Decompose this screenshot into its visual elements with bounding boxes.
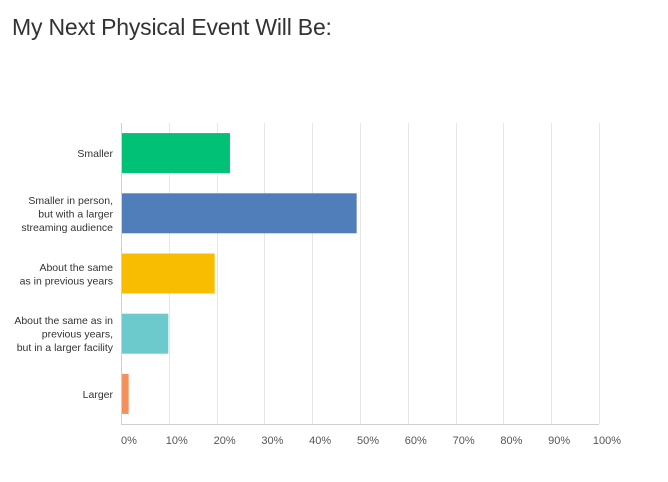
- category-labels: Smaller Smaller in person, but with a larg…: [14, 148, 113, 401]
- x-tick-label: 80%: [500, 435, 522, 447]
- bar: [122, 253, 215, 294]
- x-tick-label: 20%: [214, 435, 236, 447]
- bar: [122, 313, 169, 354]
- bar: [122, 133, 230, 174]
- chart-title: My Next Physical Event Will Be:: [12, 14, 332, 40]
- bar: [122, 193, 357, 234]
- x-tick-label: 100%: [593, 435, 621, 447]
- x-tick-label: 90%: [548, 435, 570, 447]
- category-label: Smaller: [77, 148, 113, 160]
- x-axis-tick-labels: 0% 10% 20% 30% 40% 50% 60% 70% 80% 90% 100%: [121, 435, 621, 447]
- x-tick-label: 0%: [121, 435, 137, 447]
- x-tick-label: 70%: [453, 435, 475, 447]
- category-label: About the same as in previous years, but i…: [14, 315, 113, 354]
- x-tick-label: 30%: [261, 435, 283, 447]
- x-tick-label: 10%: [166, 435, 188, 447]
- category-label: About the same as in previous years: [20, 262, 114, 288]
- x-tick-label: 60%: [405, 435, 427, 447]
- category-label: Smaller in person, but with a larger strea…: [21, 195, 113, 234]
- bars: [122, 133, 357, 414]
- category-label: Larger: [83, 389, 114, 401]
- x-tick-label: 40%: [309, 435, 331, 447]
- bar: [122, 373, 129, 414]
- x-tick-label: 50%: [357, 435, 379, 447]
